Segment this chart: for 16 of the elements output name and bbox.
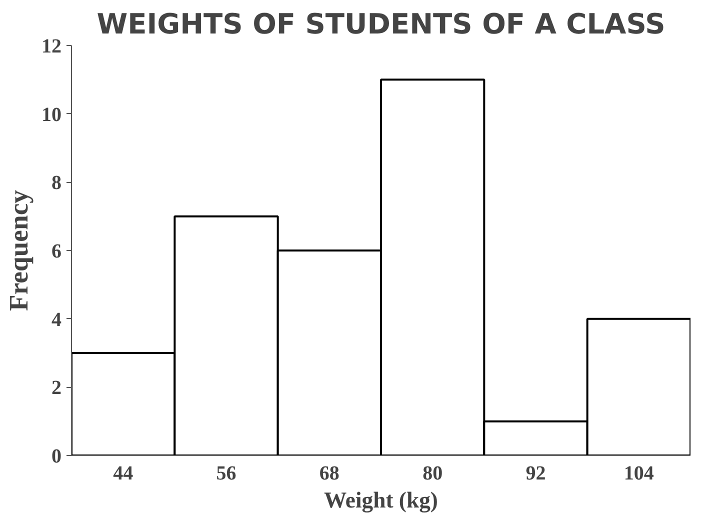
y-tick-label: 10 xyxy=(42,104,62,126)
x-tick-label: 68 xyxy=(319,462,340,484)
y-tick-label: 2 xyxy=(52,377,62,400)
y-axis-title: Frequency xyxy=(4,189,34,311)
y-tick-label: 4 xyxy=(52,308,62,331)
x-tick-label: 80 xyxy=(422,462,443,484)
y-tick-label: 0 xyxy=(52,446,62,468)
y-tick-label: 12 xyxy=(42,36,62,58)
x-tick-label: 104 xyxy=(624,462,654,484)
x-tick-label: 56 xyxy=(216,462,236,484)
x-tick-label: 92 xyxy=(526,462,546,484)
y-tick-label: 6 xyxy=(52,240,62,262)
y-tick-label: 8 xyxy=(52,172,62,194)
x-axis-title: Weight (kg) xyxy=(324,488,438,512)
chart-title: WEIGHTS OF STUDENTS OF A CLASS xyxy=(96,8,666,40)
x-tick-label: 44 xyxy=(113,462,134,484)
